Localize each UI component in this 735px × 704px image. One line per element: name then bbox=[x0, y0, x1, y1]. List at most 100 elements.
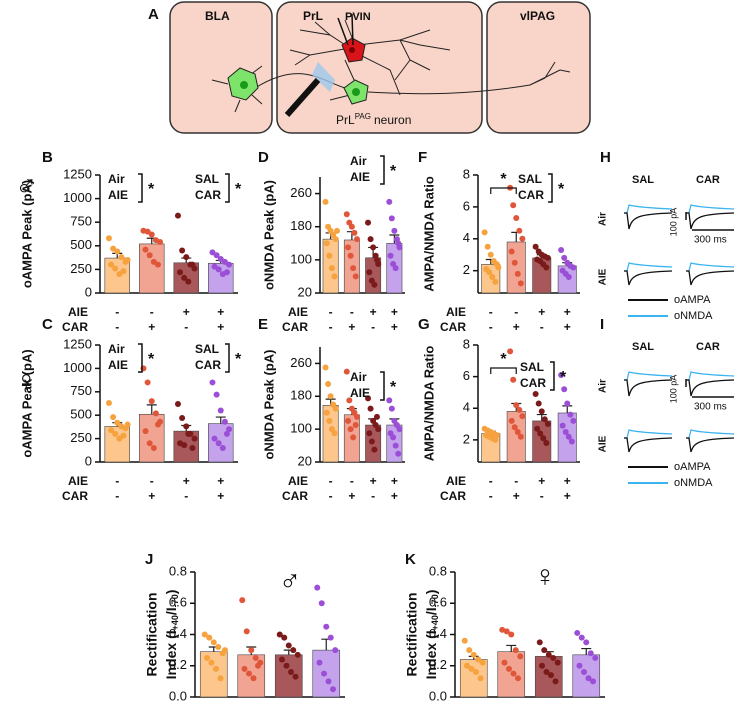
data-point bbox=[114, 248, 121, 255]
data-point bbox=[351, 229, 358, 236]
data-point bbox=[512, 647, 519, 654]
data-point bbox=[210, 639, 217, 646]
x-row-name: AIE bbox=[68, 305, 88, 319]
data-point bbox=[370, 244, 377, 251]
y-tick-label: 20 bbox=[298, 453, 312, 468]
data-point bbox=[331, 273, 338, 280]
annotation-text: Air bbox=[108, 172, 125, 186]
data-point bbox=[508, 417, 515, 424]
data-point bbox=[105, 235, 112, 242]
data-point bbox=[464, 662, 470, 669]
y-axis-label: Rectification bbox=[404, 592, 420, 676]
nucleus bbox=[349, 47, 355, 53]
error-bar bbox=[511, 231, 522, 242]
data-point bbox=[209, 379, 216, 386]
x-row-label: + bbox=[348, 320, 355, 334]
annotation-text: AIE bbox=[350, 386, 370, 400]
y-axis-label: Index (I+40/I-70) bbox=[423, 590, 441, 680]
data-point bbox=[191, 435, 198, 442]
data-point bbox=[550, 654, 557, 661]
data-point bbox=[120, 268, 127, 275]
data-point bbox=[510, 670, 517, 677]
data-point bbox=[367, 405, 374, 412]
neuron-label-base: PrL bbox=[336, 113, 355, 127]
data-point bbox=[142, 428, 149, 435]
error-bar bbox=[321, 638, 332, 651]
data-point bbox=[543, 264, 550, 271]
x-row-label: - bbox=[184, 320, 188, 334]
y-tick-label: 0.2 bbox=[169, 657, 187, 672]
trace-nmda bbox=[624, 262, 673, 272]
data-point bbox=[323, 240, 330, 247]
data-point bbox=[395, 240, 402, 247]
sex-symbol: ♂ bbox=[279, 565, 302, 598]
sex-symbol: ♂ bbox=[15, 170, 38, 203]
trace-nmda bbox=[624, 371, 673, 381]
y-tick-label: 250 bbox=[70, 430, 92, 445]
y-tick-label: 0.6 bbox=[429, 595, 447, 610]
panel-label: K bbox=[405, 551, 416, 568]
region-box bbox=[486, 1, 591, 134]
data-point bbox=[574, 629, 581, 636]
data-point bbox=[515, 675, 521, 682]
data-point bbox=[219, 444, 226, 451]
x-row-label: + bbox=[391, 474, 398, 488]
data-point bbox=[499, 626, 506, 633]
col-label: SAL bbox=[632, 341, 654, 353]
data-point bbox=[390, 434, 397, 441]
y-tick-label: 8 bbox=[463, 166, 470, 181]
y-axis-label-part: Index (I bbox=[423, 630, 439, 679]
x-row-label: - bbox=[115, 305, 119, 319]
data-point bbox=[517, 653, 524, 660]
error-bar bbox=[215, 416, 226, 424]
data-point bbox=[561, 254, 568, 261]
data-point bbox=[365, 219, 372, 226]
data-point bbox=[110, 414, 117, 421]
data-point bbox=[332, 236, 339, 243]
data-point bbox=[559, 422, 566, 429]
data-point bbox=[561, 386, 568, 393]
data-point bbox=[215, 266, 222, 273]
neuron-processes bbox=[211, 19, 571, 113]
annotation-star: * bbox=[390, 163, 397, 180]
significance-star: * bbox=[500, 351, 507, 368]
data-point bbox=[211, 435, 218, 442]
annotation-text: CAR bbox=[195, 188, 221, 202]
data-point bbox=[283, 662, 290, 669]
data-point bbox=[508, 631, 515, 638]
x-row-label: + bbox=[391, 305, 398, 319]
data-point bbox=[581, 669, 587, 675]
legend-label: oNMDA bbox=[674, 310, 713, 322]
x-row-label: + bbox=[217, 305, 224, 319]
data-point bbox=[487, 251, 494, 258]
data-point bbox=[568, 438, 575, 445]
annotation-text: Air bbox=[350, 370, 367, 384]
data-point bbox=[142, 246, 149, 253]
data-point bbox=[177, 269, 184, 276]
data-point bbox=[321, 670, 327, 677]
x-row-label: - bbox=[150, 474, 154, 488]
data-point bbox=[516, 227, 523, 234]
y-axis-label-part: -70 bbox=[170, 594, 180, 607]
x-row-label: - bbox=[540, 489, 544, 503]
data-point bbox=[288, 669, 294, 675]
data-point bbox=[157, 239, 164, 246]
annotation-text: CAR bbox=[520, 376, 546, 390]
row-label: Air bbox=[598, 379, 609, 393]
data-point bbox=[331, 430, 338, 437]
annotation-star: * bbox=[235, 351, 242, 368]
data-point bbox=[350, 434, 357, 441]
panel-label: G bbox=[418, 316, 430, 333]
data-point bbox=[366, 430, 373, 437]
trace-ampa bbox=[686, 379, 735, 397]
data-point bbox=[208, 659, 215, 666]
neuron-label-rest: neuron bbox=[374, 113, 411, 127]
error-bar bbox=[506, 644, 517, 652]
error-bar bbox=[581, 647, 592, 655]
y-tick-label: 260 bbox=[290, 185, 312, 200]
y-tick-label: 0.6 bbox=[169, 595, 187, 610]
annotation-bracket bbox=[380, 155, 385, 185]
y-axis-label: Index (I+40/I-70) bbox=[163, 590, 181, 680]
data-point bbox=[486, 269, 493, 276]
y-tick-label: 180 bbox=[290, 218, 312, 233]
